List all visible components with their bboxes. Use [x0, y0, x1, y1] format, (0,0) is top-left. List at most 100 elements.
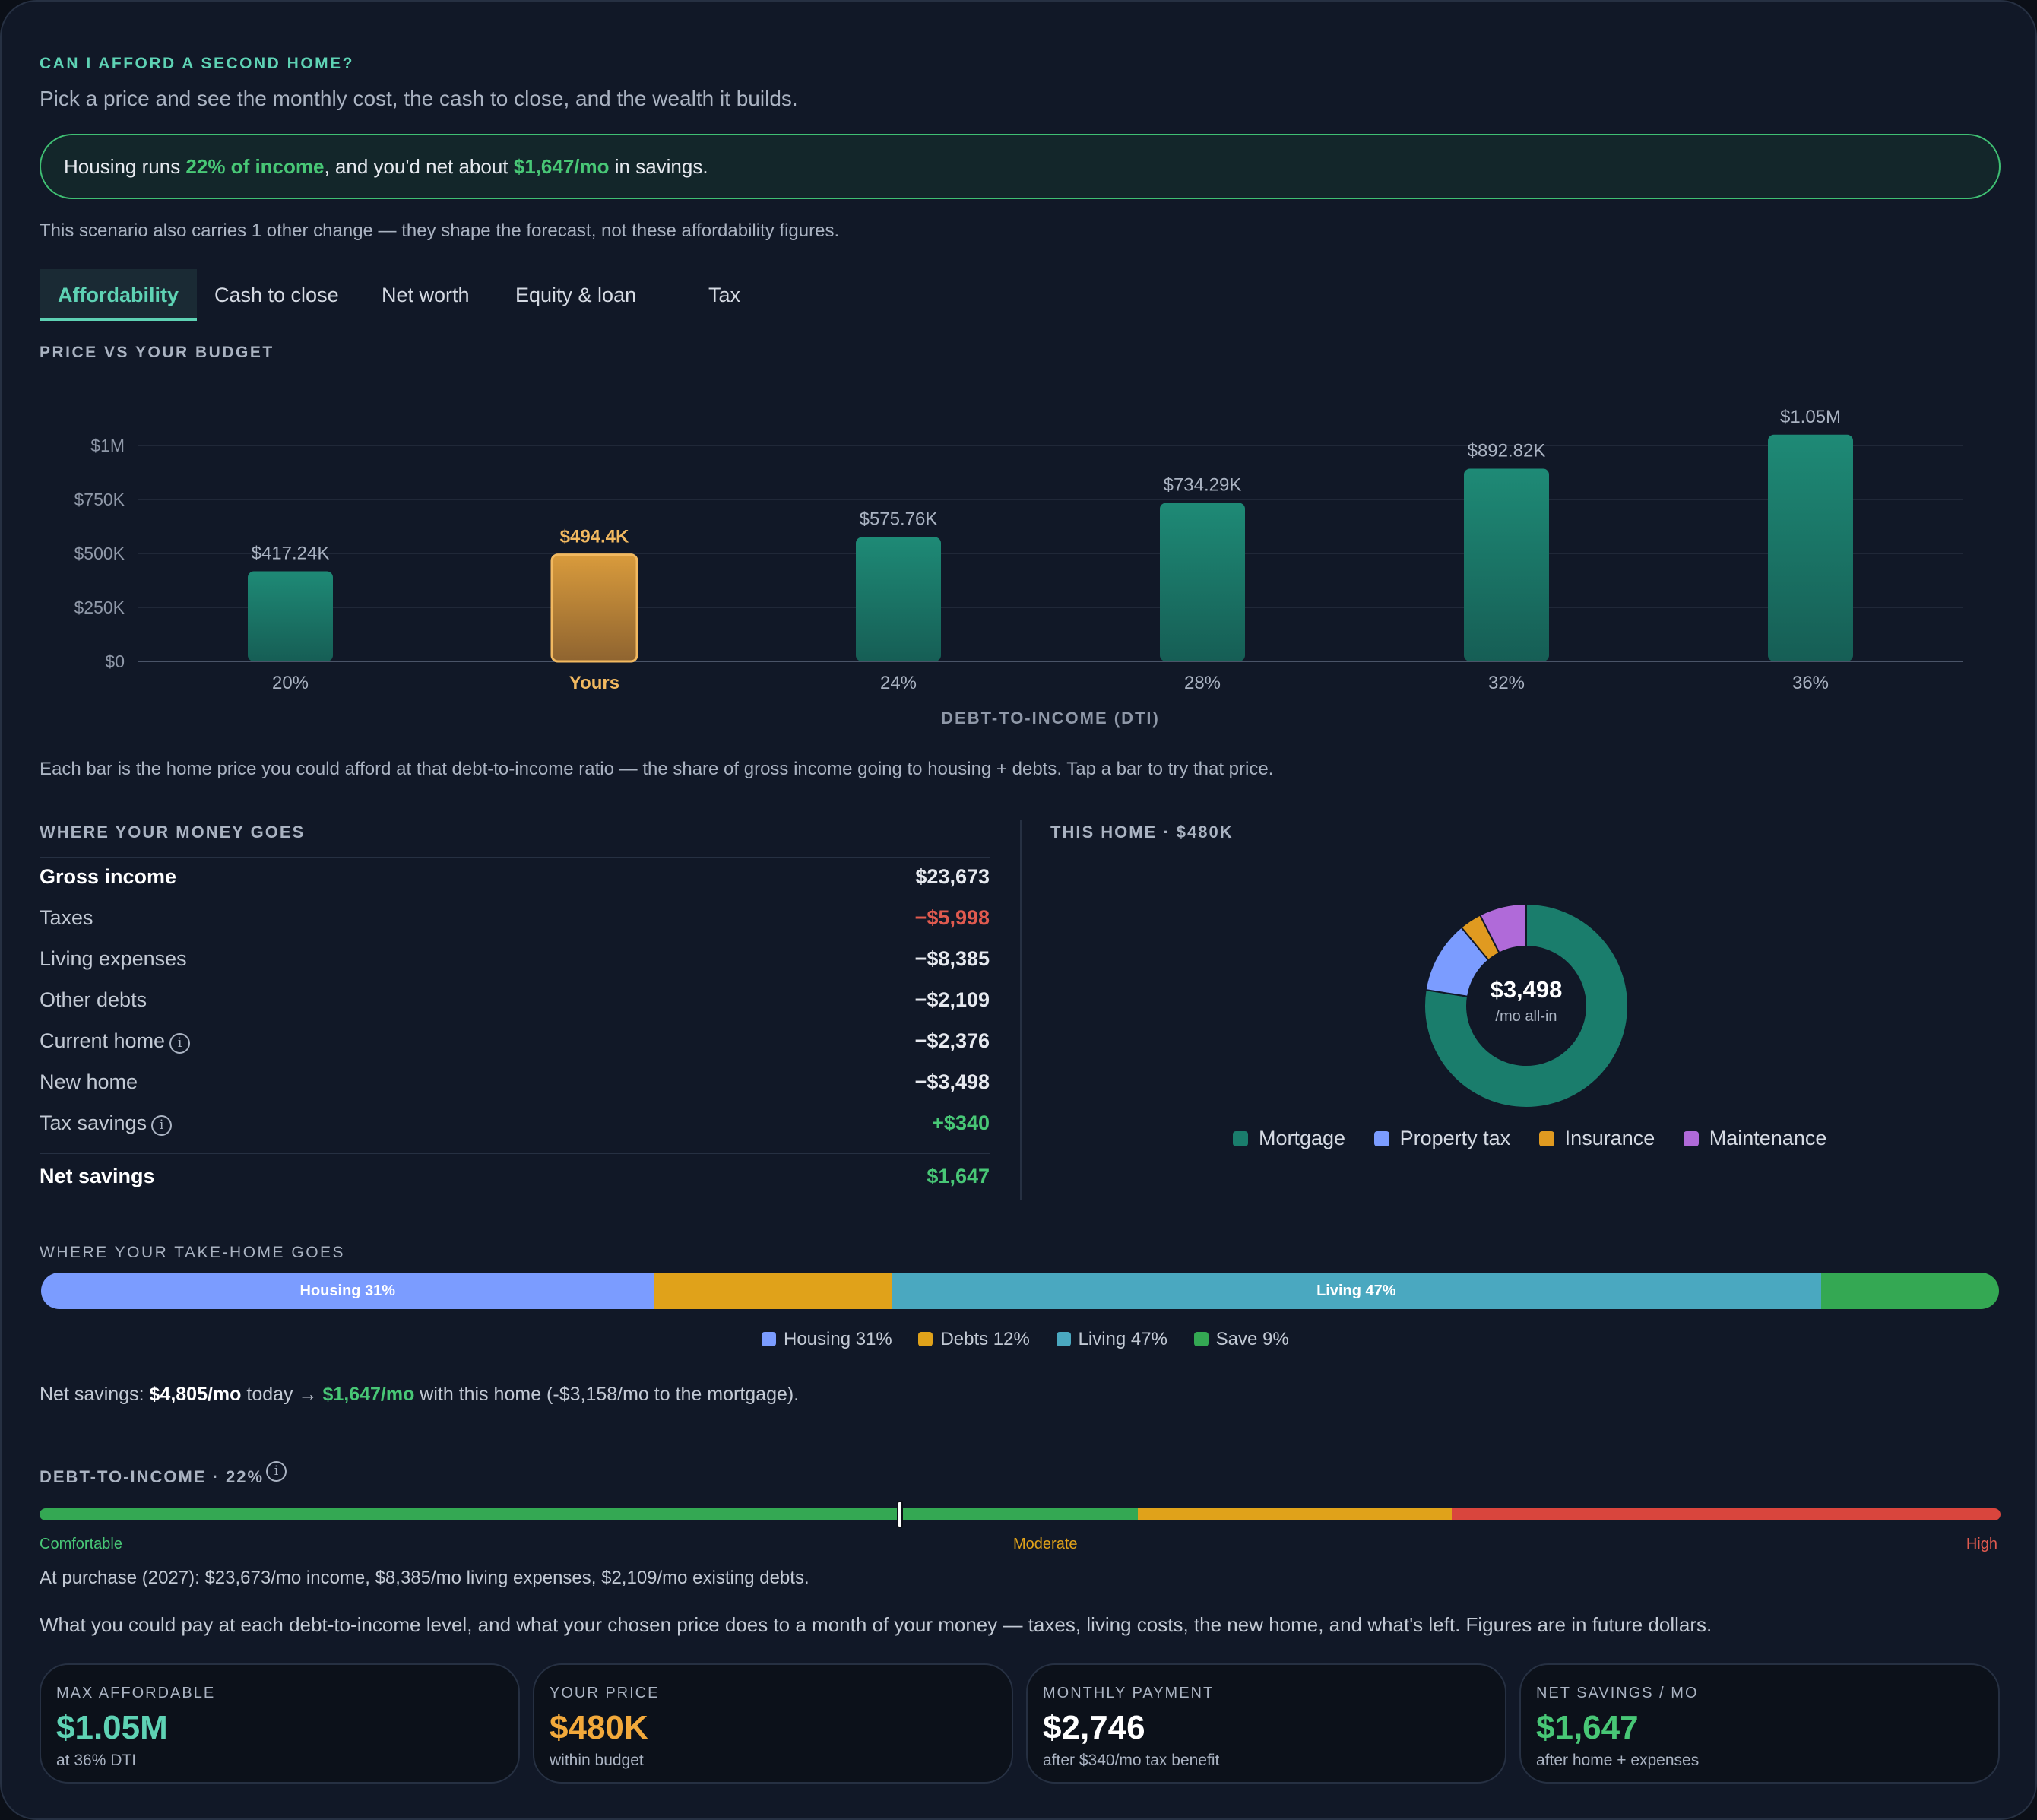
card-sub: within budget: [550, 1752, 644, 1769]
callout-middle: , and you'd net about: [324, 155, 514, 178]
money-row-other-debts: Other debts −$2,109: [40, 981, 990, 1022]
money-total-value: $1,647: [927, 1165, 990, 1187]
card-max-affordable: MAX AFFORDABLE $1.05M at 36% DTI: [40, 1663, 520, 1784]
chart-bar[interactable]: [248, 571, 333, 661]
donut-center-value: $3,498: [1490, 976, 1563, 1003]
legend-swatch: [1193, 1332, 1209, 1346]
bar-value-label: $417.24K: [252, 544, 330, 564]
dti-zone-high: [1451, 1508, 2001, 1520]
money-row-label: New home: [40, 1070, 138, 1093]
takehome-seg-housing: Housing 31%: [41, 1273, 654, 1309]
x-tick-label: 32%: [1488, 673, 1525, 693]
money-row-value: +$340: [932, 1111, 990, 1134]
bar-value-label: $494.4K: [560, 527, 629, 547]
page-subtitle: Pick a price and see the monthly cost, t…: [40, 87, 798, 110]
dti-zone-moderate: [1137, 1508, 1452, 1520]
bar-value-label: $734.29K: [1164, 474, 1242, 495]
takehome-seg-living: Living 47%: [891, 1273, 1821, 1309]
money-row-value: $23,673: [915, 865, 990, 888]
money-row-new-home: New home −$3,498: [40, 1063, 990, 1104]
donut-center-label: /mo all-in: [1495, 1008, 1557, 1025]
chart-bar[interactable]: [1160, 503, 1245, 661]
legend-swatch: [762, 1332, 776, 1346]
legend-label: Save 9%: [1215, 1329, 1289, 1349]
money-row-label-wrap: Current home i: [40, 1029, 191, 1054]
card-value: $1,647: [1536, 1709, 1639, 1746]
net-mid: today →: [241, 1384, 323, 1405]
net-savings-line: Net savings: $4,805/mo today → $1,647/mo…: [40, 1384, 799, 1406]
home-panel-title: THIS HOME · $480K: [1050, 823, 1234, 842]
legend-swatch: [918, 1332, 933, 1346]
money-row-label: Taxes: [40, 906, 93, 929]
card-key: MAX AFFORDABLE: [56, 1685, 216, 1701]
info-icon[interactable]: i: [151, 1115, 173, 1136]
legend-label: Housing 31%: [784, 1329, 892, 1349]
money-row-label: Other debts: [40, 988, 147, 1011]
y-tick-label: $1M: [90, 436, 125, 455]
x-tick-label: 28%: [1184, 673, 1221, 693]
dti-label-moderate: Moderate: [1013, 1536, 1078, 1552]
dti-info-icon[interactable]: i: [266, 1461, 287, 1482]
x-tick-label: Yours: [569, 673, 619, 693]
callout-suffix: in savings.: [609, 155, 708, 178]
chart-bar[interactable]: [1768, 434, 1853, 661]
chart-bar[interactable]: [550, 553, 638, 663]
legend-item-save: Save 9%: [1193, 1329, 1289, 1350]
y-tick-label: $500K: [74, 544, 125, 563]
money-row-value: −$5,998: [914, 906, 990, 929]
bar-value-label: $892.82K: [1468, 440, 1546, 461]
legend-item-maintenance: Maintenance: [1683, 1127, 1827, 1150]
home-legend: Mortgage Property tax Insurance Maintena…: [1233, 1127, 1849, 1150]
dti-purchase-note: At purchase (2027): $23,673/mo income, $…: [40, 1568, 809, 1588]
chart-bar[interactable]: [856, 537, 941, 661]
y-tick-label: $250K: [74, 598, 125, 617]
money-row-living-expenses: Living expenses −$8,385: [40, 940, 990, 981]
chart-bar[interactable]: [1464, 468, 1549, 661]
dti-marker[interactable]: [897, 1501, 903, 1528]
card-your-price: YOUR PRICE $480K within budget: [533, 1663, 1013, 1784]
tab-equity-loan[interactable]: Equity & loan: [515, 284, 637, 306]
legend-label: Debts 12%: [940, 1329, 1030, 1349]
legend-label: Insurance: [1564, 1127, 1655, 1149]
legend-swatch: [1538, 1131, 1554, 1146]
x-axis-label: DEBT-TO-INCOME (DTI): [941, 709, 1160, 728]
net-today: $4,805/mo: [149, 1384, 242, 1405]
tab-tax[interactable]: Tax: [708, 284, 741, 306]
x-tick-label: 36%: [1792, 673, 1829, 693]
money-row-current-home: Current home i −$2,376: [40, 1022, 990, 1063]
net-prefix: Net savings:: [40, 1384, 150, 1405]
y-tick-label: $0: [105, 652, 125, 671]
tab-affordability[interactable]: Affordability: [40, 269, 197, 321]
card-net-savings: NET SAVINGS / MO $1,647 after home + exp…: [1519, 1663, 2000, 1784]
legend-label: Mortgage: [1259, 1127, 1346, 1149]
dti-title: DEBT-TO-INCOME · 22%: [40, 1467, 265, 1486]
tab-cash-to-close[interactable]: Cash to close: [214, 284, 339, 306]
money-row-label: Living expenses: [40, 947, 187, 970]
money-row-value: −$3,498: [914, 1070, 990, 1093]
donut-slice-mortgage: [1424, 902, 1629, 1108]
money-panel-title: WHERE YOUR MONEY GOES: [40, 823, 306, 842]
dti-scale-bar: [40, 1508, 2001, 1520]
page-eyebrow: CAN I AFFORD A SECOND HOME?: [40, 55, 354, 72]
legend-label: Maintenance: [1709, 1127, 1827, 1149]
money-row-label: Current home: [40, 1029, 166, 1052]
money-divider-bottom: [40, 1153, 990, 1154]
dti-description: What you could pay at each debt-to-incom…: [40, 1613, 1712, 1636]
card-value: $2,746: [1043, 1709, 1145, 1746]
legend-item-mortgage: Mortgage: [1233, 1127, 1345, 1150]
legend-swatch: [1056, 1332, 1071, 1346]
money-row-label: Tax savings: [40, 1111, 147, 1134]
card-key: NET SAVINGS / MO: [1536, 1685, 1699, 1701]
x-tick-label: 20%: [272, 673, 309, 693]
card-value: $1.05M: [56, 1709, 168, 1746]
donut-slice-maintenance: [1478, 902, 1527, 954]
info-icon[interactable]: i: [169, 1033, 191, 1054]
legend-item-property-tax: Property tax: [1373, 1127, 1510, 1150]
card-sub: after home + expenses: [1536, 1752, 1700, 1769]
card-key: MONTHLY PAYMENT: [1043, 1685, 1215, 1701]
tab-net-worth[interactable]: Net worth: [382, 284, 470, 306]
money-row-gross-income: Gross income $23,673: [40, 858, 990, 899]
home-cost-donut: [1424, 902, 1629, 1108]
takehome-seg-debts: [654, 1273, 892, 1309]
